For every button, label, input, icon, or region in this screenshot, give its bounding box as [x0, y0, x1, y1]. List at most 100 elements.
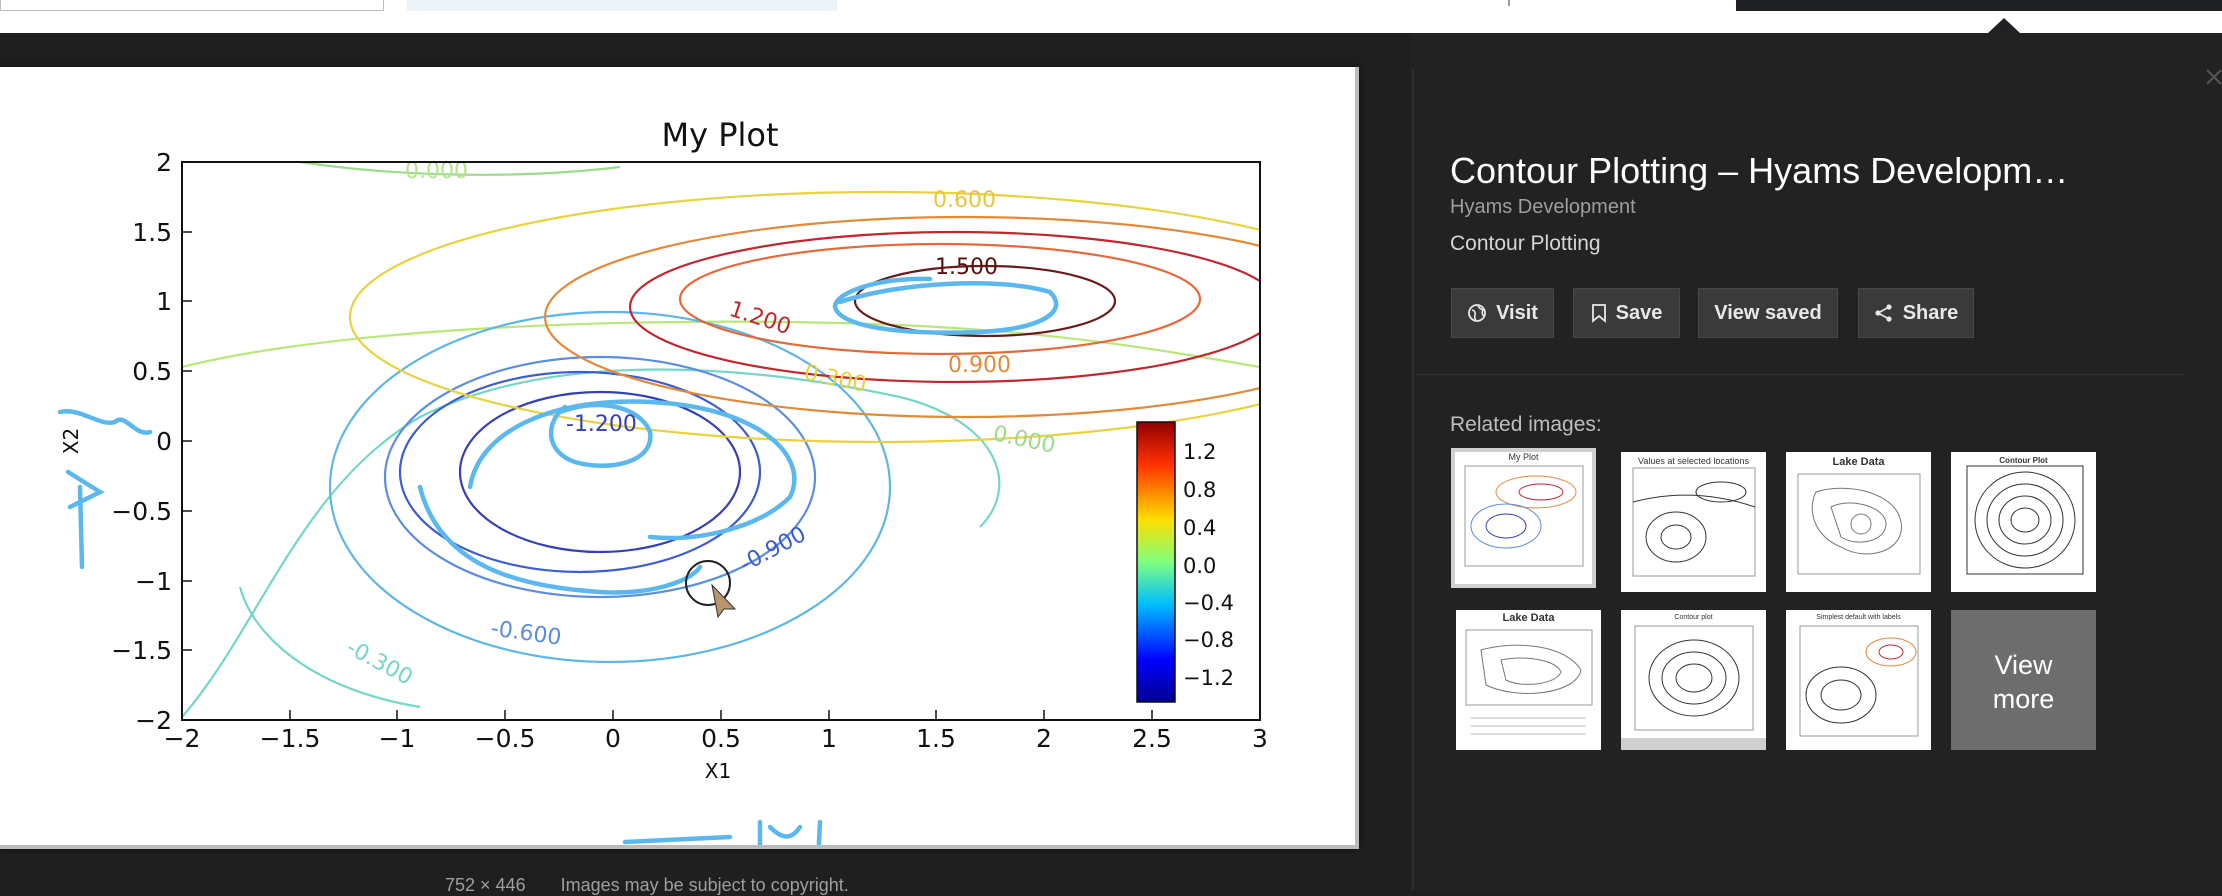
colorbar-tick: −0.4 [1183, 591, 1234, 615]
view-more-button[interactable]: View more [1951, 610, 2096, 750]
y-tick-label: −1.5 [111, 636, 172, 665]
colorbar-tick: 0.0 [1183, 554, 1216, 578]
share-button[interactable]: Share [1858, 288, 1974, 338]
save-button[interactable]: Save [1573, 288, 1680, 338]
contour-label: 0.900 [948, 353, 1011, 378]
ink-stroke [57, 408, 153, 435]
contour-line [853, 264, 1117, 338]
save-label: Save [1615, 301, 1663, 324]
contour-label: 0.600 [933, 188, 996, 213]
preview-image[interactable]: My Plot [0, 67, 1359, 849]
view-more-line-2: more [1992, 684, 2055, 714]
chart-title: My Plot [661, 116, 778, 154]
result-title[interactable]: Contour Plotting – Hyams Developm… [1450, 150, 2069, 191]
y-tick-label: −0.5 [111, 497, 172, 526]
y-tick-label: 1.5 [132, 218, 172, 247]
separator-mark [1508, 0, 1510, 6]
view-saved-label: View saved [1714, 301, 1822, 324]
x-tick-label: 1.5 [916, 724, 956, 753]
thumbnail-caption: Contour Plot [1999, 456, 2048, 465]
ink-stroke [467, 399, 797, 541]
ink-stroke [417, 484, 703, 595]
share-label: Share [1902, 301, 1959, 324]
thumbnail-caption: Lake Data [1832, 456, 1885, 468]
thumbnail-image [1966, 465, 2084, 575]
contour-line [299, 162, 621, 176]
section-separator [1415, 374, 2185, 375]
visit-label: Visit [1496, 301, 1538, 324]
contour-line [678, 242, 1202, 356]
contour-plot: My Plot [0, 67, 1355, 845]
y-tick-label: −2 [135, 706, 172, 735]
view-more-line-1: View [1994, 650, 2053, 680]
ink-stroke [622, 834, 733, 845]
related-image-thumbnail[interactable]: Lake Data [1456, 610, 1601, 750]
thumbnail-caption: Values at selected locations [1638, 456, 1749, 466]
contour-line [398, 370, 762, 574]
related-image-thumbnail[interactable]: Values at selected locations [1621, 452, 1766, 592]
view-saved-button[interactable]: View saved [1698, 288, 1838, 338]
contour-line [628, 230, 1260, 384]
related-image-thumbnail[interactable]: My Plot [1451, 448, 1596, 588]
thumbnail-caption: Simplest default with labels [1816, 614, 1901, 621]
y-tick-label: 2 [156, 148, 172, 177]
share-icon [1875, 304, 1892, 322]
contour-lines [182, 162, 1260, 718]
thumbnail-caption: My Plot [1508, 452, 1539, 462]
results-strip [407, 0, 837, 11]
x-tick-label: −2 [164, 724, 201, 753]
thumbnail-image [1632, 467, 1756, 577]
bookmark-icon [1591, 304, 1606, 323]
view-more-label: View more [1951, 648, 2096, 716]
close-icon[interactable] [2203, 66, 2222, 88]
axis-ticks [181, 161, 1261, 721]
contour-line [182, 368, 1001, 718]
y-tick-label: 1 [156, 287, 172, 316]
related-image-thumbnail[interactable]: Contour Plot [1951, 452, 2096, 592]
colorbar [1136, 421, 1176, 703]
contour-line [328, 310, 892, 664]
colorbar-tick: 0.4 [1183, 516, 1216, 540]
cursor-icon [685, 560, 737, 619]
contour-line [458, 390, 742, 554]
thumbnail-image [1797, 473, 1921, 575]
thumbnail-image [1621, 625, 1766, 750]
x-tick-label: −1.5 [260, 724, 321, 753]
browser-top-strip [0, 0, 2222, 33]
thumbnail-image [1465, 629, 1593, 735]
contour-line [238, 586, 421, 709]
x-tick-label: 1 [821, 724, 837, 753]
x-tick-label: −1 [379, 724, 416, 753]
panel-divider [1412, 70, 1414, 890]
ink-stroke [65, 469, 105, 510]
selected-result-strip[interactable] [1736, 0, 2222, 11]
contour-line [349, 190, 1260, 444]
thumbnail-image [1799, 625, 1919, 737]
related-image-thumbnail[interactable]: Simplest default with labels [1786, 610, 1931, 750]
thumbnail-caption: Lake Data [1502, 612, 1555, 624]
colorbar-tick: 0.8 [1183, 478, 1216, 502]
x-tick-label: 2 [1036, 724, 1052, 753]
x-axis-label: X1 [705, 759, 731, 783]
x-tick-label: 2.5 [1132, 724, 1172, 753]
colorbar-labels: 1.2 0.8 0.4 0.0 −0.4 −0.8 −1.2 [1183, 440, 1234, 690]
related-images-label: Related images: [1450, 413, 1602, 436]
result-site: Hyams Development [1450, 196, 1636, 218]
y-tick-labels: 2 1.5 1 0.5 0 −0.5 −1 −1.5 −2 [111, 148, 172, 735]
y-tick-label: 0 [156, 427, 172, 456]
handwritten-annotations [57, 276, 1059, 845]
search-box[interactable] [0, 0, 384, 11]
contour-line [544, 215, 1260, 419]
x-tick-labels: −2 −1.5 −1 −0.5 0 0.5 1 1.5 2 2.5 3 [164, 724, 1268, 753]
visit-button[interactable]: Visit [1451, 288, 1554, 338]
y-tick-label: 0.5 [132, 357, 172, 386]
related-image-thumbnail[interactable]: Contour plot [1621, 610, 1766, 750]
contour-line [383, 355, 817, 599]
y-tick-label: −1 [135, 567, 172, 596]
selection-caret-icon [1988, 18, 2020, 33]
related-image-thumbnail[interactable]: Lake Data [1786, 452, 1931, 592]
ink-stroke [832, 276, 1059, 335]
x-tick-label: 0 [605, 724, 621, 753]
colorbar-tick: 1.2 [1183, 440, 1216, 464]
colorbar-tick: −0.8 [1183, 628, 1234, 652]
